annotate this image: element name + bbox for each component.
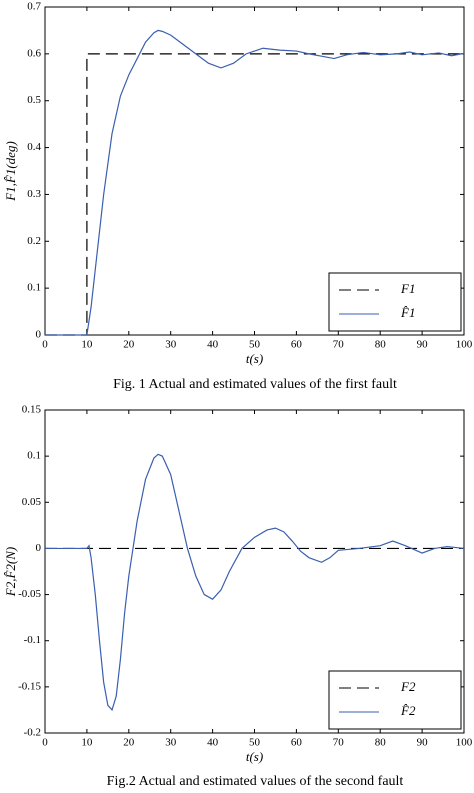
x-tick-label: 30 — [165, 737, 177, 749]
x-tick-label: 60 — [291, 737, 303, 749]
y-tick-label: 0.6 — [27, 47, 41, 59]
x-tick-label: 100 — [456, 339, 473, 351]
series-line — [45, 453, 465, 712]
y-tick-label: 0 — [36, 329, 42, 341]
y-tick-label: -0.15 — [18, 680, 41, 692]
y-tick-label: 0 — [36, 542, 42, 554]
legend-box — [328, 272, 462, 332]
y-tick-label: -0.05 — [18, 588, 41, 600]
x-tick-label: 100 — [456, 737, 473, 749]
legend-label: F2 — [400, 679, 416, 694]
y-tick-label: 0.1 — [27, 450, 41, 462]
y-tick-label: 0.7 — [27, 1, 41, 13]
y-tick-label: 0.4 — [27, 141, 41, 153]
x-axis-label: t(s) — [246, 749, 263, 764]
x-tick-label: 90 — [417, 339, 429, 351]
x-tick-label: 0 — [42, 339, 48, 351]
y-tick-label: -0.1 — [24, 634, 41, 646]
legend-label: F1 — [400, 281, 415, 296]
y-tick-label: -0.2 — [24, 727, 41, 739]
y-tick-label: 0.15 — [22, 404, 42, 416]
x-tick-label: 20 — [123, 339, 135, 351]
x-tick-label: 80 — [375, 737, 387, 749]
y-axis-label: F2,F̂2(N) — [3, 547, 18, 597]
legend-box — [328, 670, 462, 730]
x-tick-label: 40 — [207, 737, 219, 749]
series-line — [45, 29, 465, 336]
y-tick-label: 0.2 — [27, 235, 41, 247]
x-tick-label: 70 — [333, 737, 345, 749]
caption: Fig. 1 Actual and estimated values of th… — [113, 377, 397, 392]
x-tick-label: 50 — [249, 737, 261, 749]
x-tick-label: 40 — [207, 339, 219, 351]
x-tick-label: 0 — [42, 737, 48, 749]
x-tick-label: 30 — [165, 339, 177, 351]
x-tick-label: 60 — [291, 339, 303, 351]
legend-label: F̂1 — [400, 305, 415, 320]
y-tick-label: 0.5 — [27, 94, 41, 106]
y-tick-label: 0.1 — [27, 282, 41, 294]
x-tick-label: 20 — [123, 737, 135, 749]
legend-label: F̂2 — [400, 703, 416, 718]
y-tick-label: 0.05 — [22, 496, 42, 508]
y-tick-label: 0.3 — [27, 188, 41, 200]
caption: Fig.2 Actual and estimated values of the… — [107, 774, 404, 789]
y-axis-label: F1,F̂1(deg) — [3, 141, 18, 202]
x-tick-label: 90 — [417, 737, 429, 749]
x-tick-label: 70 — [333, 339, 345, 351]
x-tick-label: 80 — [375, 339, 387, 351]
x-axis-label: t(s) — [246, 351, 263, 366]
x-tick-label: 10 — [81, 737, 93, 749]
x-tick-label: 50 — [249, 339, 261, 351]
x-tick-label: 10 — [81, 339, 93, 351]
